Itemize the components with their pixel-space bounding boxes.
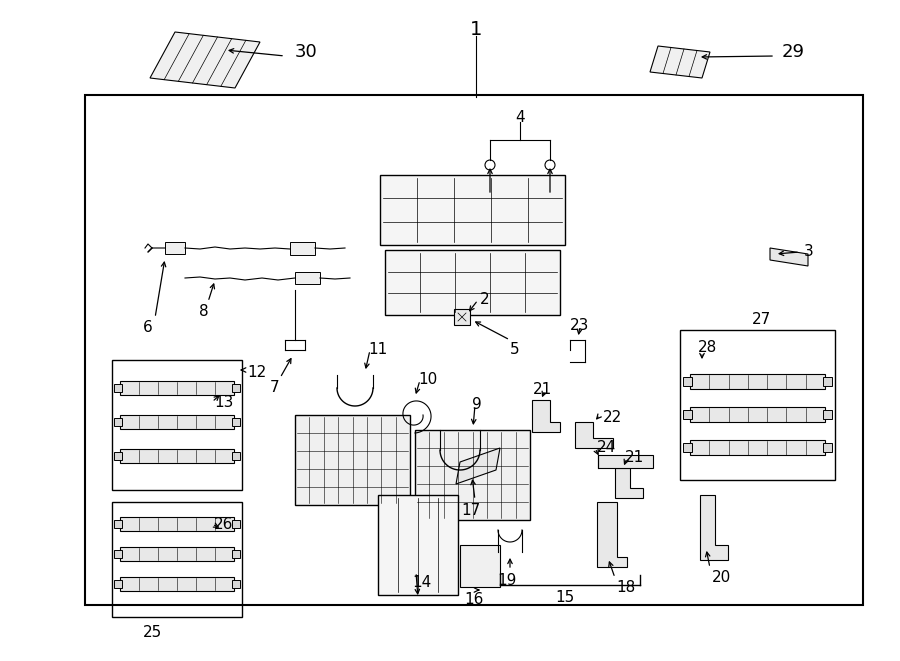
Text: 15: 15 [555,590,574,605]
Text: 9: 9 [472,397,482,412]
Bar [295,415,410,505]
Text: 29: 29 [782,43,805,61]
Polygon shape [456,448,500,484]
Bar [232,520,240,528]
Text: 7: 7 [270,380,280,395]
Bar [232,452,240,460]
Bar [690,374,825,389]
Text: 17: 17 [462,503,481,518]
Text: 13: 13 [214,395,233,410]
Bar [454,309,470,325]
Bar [680,330,835,480]
Bar [232,418,240,426]
Text: 22: 22 [603,410,622,425]
Bar [378,495,458,595]
Bar [415,430,530,520]
Bar [290,242,315,255]
Text: 10: 10 [418,372,437,387]
Bar [85,95,863,605]
Text: 30: 30 [295,43,318,61]
Bar [120,381,234,395]
Text: 1: 1 [470,20,482,39]
Text: 8: 8 [199,304,209,319]
Text: 20: 20 [712,570,731,585]
Text: 5: 5 [510,342,519,357]
Bar [120,415,234,429]
Bar [114,452,122,460]
Text: 12: 12 [247,365,266,380]
Polygon shape [650,46,710,78]
Text: 21: 21 [625,450,644,465]
Text: 25: 25 [142,625,162,640]
Polygon shape [700,495,728,560]
Text: 21: 21 [534,382,553,397]
Bar [114,520,122,528]
Bar [232,550,240,558]
Bar [823,377,832,386]
Polygon shape [532,400,560,432]
Bar [295,272,320,284]
Bar [683,377,692,386]
Polygon shape [575,422,613,448]
Bar [112,502,242,617]
Text: 28: 28 [698,340,717,355]
Bar [114,418,122,426]
Text: 26: 26 [214,517,233,532]
Polygon shape [597,502,627,567]
Bar [823,410,832,419]
Bar [120,577,234,591]
Bar [823,443,832,452]
Text: 4: 4 [515,110,525,125]
Bar [232,580,240,588]
Text: 24: 24 [597,440,617,455]
Bar [598,455,653,468]
Bar [683,410,692,419]
Bar [380,175,565,245]
Bar [114,384,122,392]
Text: 18: 18 [616,580,635,595]
Polygon shape [615,468,643,498]
Bar [232,384,240,392]
Text: 19: 19 [498,573,517,588]
Bar [114,550,122,558]
Text: 14: 14 [412,575,431,590]
Text: 6: 6 [143,320,153,335]
Bar [683,443,692,452]
Bar [690,407,825,422]
Text: 11: 11 [368,342,387,357]
Bar [120,517,234,531]
Bar [165,242,185,254]
Bar [385,250,560,315]
Text: 23: 23 [571,318,590,333]
Bar [114,580,122,588]
Polygon shape [150,32,260,88]
Text: 3: 3 [804,244,814,259]
Text: 27: 27 [752,312,771,327]
Bar [120,547,234,561]
Bar [112,360,242,490]
Text: 2: 2 [480,292,490,307]
Bar [460,545,500,587]
Polygon shape [770,248,808,266]
Bar [690,440,825,455]
Text: 16: 16 [464,592,483,607]
Bar [120,449,234,463]
